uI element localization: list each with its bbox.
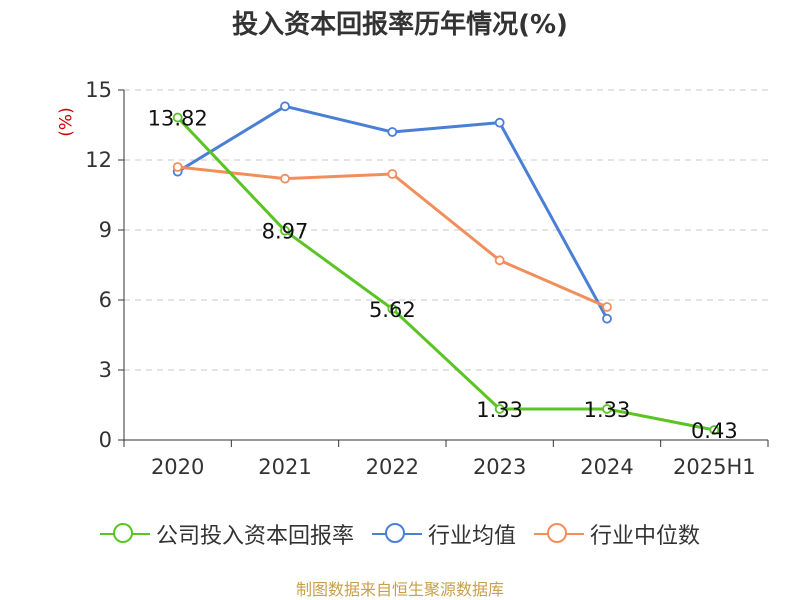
data-point [280, 101, 290, 112]
y-tick-label: 6 [99, 288, 112, 312]
x-tick-label: 2020 [151, 455, 204, 479]
y-tick-label: 15 [85, 78, 112, 102]
legend-item-industry-median[interactable]: 行业中位数 [534, 518, 700, 550]
data-point [280, 225, 290, 236]
y-tick-label: 9 [99, 218, 112, 242]
data-label: 0.43 [691, 419, 738, 443]
data-source-note: 制图数据来自恒生聚源数据库 [295, 580, 504, 599]
data-label: 8.97 [262, 220, 309, 244]
data-label: 1.33 [584, 398, 631, 422]
data-point [280, 173, 290, 184]
series-line [176, 116, 715, 432]
data-point [172, 162, 183, 172]
data-point [494, 117, 505, 128]
legend-item-company[interactable]: 公司投入资本回报率 [99, 518, 354, 550]
legend-swatch-industry-mean [371, 519, 422, 549]
y-tick-label: 12 [85, 148, 112, 172]
data-point [494, 255, 505, 266]
y-tick-label: 0 [99, 428, 112, 452]
x-tick-label: 2021 [258, 455, 311, 479]
x-tick-label: 2023 [473, 455, 526, 479]
chart-title: 投入资本回报率历年情况(%) [232, 10, 568, 40]
legend-label-industry-median: 行业中位数 [590, 524, 701, 549]
series-line [177, 165, 608, 309]
data-point [387, 127, 398, 137]
legend-swatch-company [99, 519, 150, 549]
x-tick-label: 2025H1 [673, 455, 756, 479]
data-point [387, 303, 398, 314]
x-tick-label: 2024 [580, 455, 633, 479]
data-point [602, 313, 612, 324]
data-point [172, 112, 183, 123]
x-tick-label: 2022 [366, 455, 419, 479]
data-point [387, 169, 398, 179]
series-line [176, 104, 609, 320]
data-label: 5.62 [369, 298, 416, 322]
legend-label-company: 公司投入资本回报率 [155, 524, 354, 549]
data-point [494, 404, 505, 414]
data-label: 13.82 [148, 107, 208, 131]
data-point [709, 425, 720, 435]
chart-legend: 公司投入资本回报率 行业均值 行业中位数 [0, 518, 800, 550]
legend-label-industry-mean: 行业均值 [427, 524, 516, 549]
data-point [602, 404, 612, 414]
legend-item-industry-mean[interactable]: 行业均值 [371, 518, 516, 550]
data-point [602, 302, 612, 312]
y-tick-label: 3 [99, 358, 112, 382]
legend-swatch-industry-median [534, 519, 584, 549]
data-label: 1.33 [476, 398, 523, 422]
